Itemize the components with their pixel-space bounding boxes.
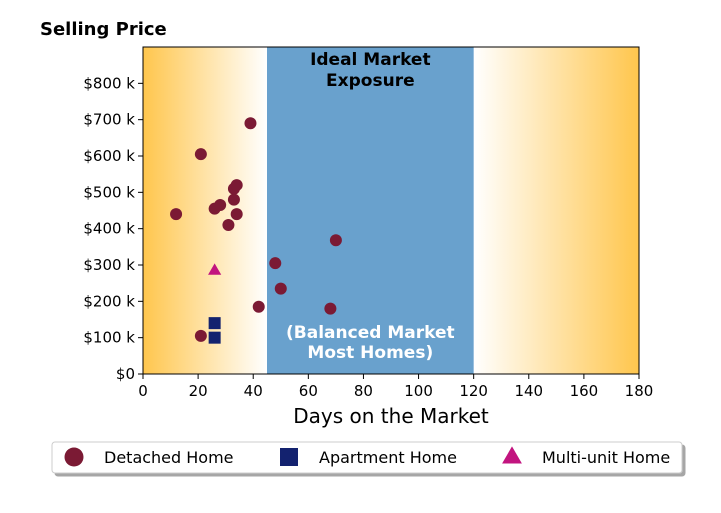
x-axis: 0 20 40 60 80 100 120 140 160 180 [138, 374, 653, 400]
x-tick-label: 100 [404, 382, 433, 400]
point-multi-unit-home [208, 263, 222, 275]
x-tick-label: 140 [514, 382, 543, 400]
y-tick-label: $400 k [83, 220, 135, 238]
x-tick-label: 20 [189, 382, 208, 400]
point-detached-home [214, 199, 227, 212]
point-detached-home [230, 179, 243, 192]
x-axis-title: Days on the Market [293, 404, 489, 428]
plot-frame [142, 46, 640, 375]
x-tick-label: 80 [354, 382, 373, 400]
legend-marker-apartment-home [280, 448, 298, 466]
point-detached-home [324, 302, 337, 315]
x-tick-label: 180 [625, 382, 654, 400]
y-tick-label: $0 [116, 365, 135, 383]
x-tick-label: 120 [459, 382, 488, 400]
y-tick-label: $300 k [83, 256, 135, 274]
point-detached-home [170, 208, 183, 221]
x-tick-label: 40 [244, 382, 263, 400]
legend-box [51, 441, 683, 474]
point-detached-home [269, 257, 282, 270]
zone-label-bottom-line: (Balanced Market [286, 323, 455, 343]
point-detached-home [274, 282, 287, 295]
y-tick-label: $200 k [83, 292, 135, 310]
x-tick-label: 60 [299, 382, 318, 400]
point-detached-home [244, 117, 257, 130]
point-detached-home [222, 219, 235, 232]
legend-label-apartment-home: Apartment Home [319, 448, 457, 467]
legend-label-detached-home: Detached Home [104, 448, 234, 467]
legend: Detached Home Apartment Home Multi-unit Ho… [51, 441, 683, 474]
zone-label-bottom-line: Most Homes) [307, 343, 433, 363]
y-tick-label: $100 k [83, 329, 135, 347]
point-detached-home [194, 148, 207, 161]
point-apartment-home [208, 317, 221, 330]
y-tick-label: $600 k [83, 147, 135, 165]
point-detached-home [252, 300, 265, 313]
y-tick-label: $500 k [83, 183, 135, 201]
point-detached-home [230, 208, 243, 221]
y-axis: $0 $100 k $200 k $300 k $400 k $500 k $600 k $7… [83, 74, 143, 383]
ideal-exposure-band [267, 47, 474, 374]
long-exposure-gradient [473, 47, 639, 374]
y-tick-label: $800 k [83, 74, 135, 92]
market-zones [143, 47, 639, 374]
point-detached-home [329, 234, 342, 247]
zone-label-top-line: Ideal Market [310, 50, 431, 70]
legend-marker-detached-home [64, 447, 84, 467]
point-apartment-home [208, 331, 221, 344]
point-detached-home [194, 329, 207, 342]
y-tick-label: $700 k [83, 111, 135, 129]
zone-label-top-line: Exposure [326, 71, 415, 91]
chart-title: Selling Price [40, 19, 167, 40]
point-detached-home [227, 193, 240, 206]
x-tick-label: 160 [570, 382, 599, 400]
x-tick-label: 0 [138, 382, 148, 400]
legend-marker-multi-unit-home [502, 446, 522, 464]
data-points [170, 117, 342, 344]
legend-label-multi-unit-home: Multi-unit Home [542, 448, 670, 467]
short-exposure-gradient [143, 47, 267, 374]
